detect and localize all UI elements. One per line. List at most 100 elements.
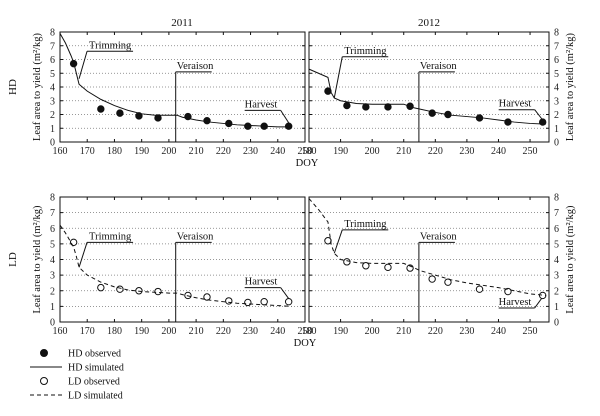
y-tick-label: 5 xyxy=(554,69,559,80)
x-tick-label: 190 xyxy=(333,146,348,157)
annotation-label: Harvest xyxy=(245,277,278,288)
data-point xyxy=(244,122,252,130)
x-tick-label: 220 xyxy=(428,146,443,157)
annotation-label: Veraison xyxy=(177,231,214,242)
panel-title: 2012 xyxy=(418,17,440,29)
y-tick-label: 8 xyxy=(50,193,55,204)
annotation-trimming: Trimming xyxy=(78,40,134,79)
x-tick-label: 210 xyxy=(396,326,411,337)
data-point xyxy=(154,114,162,122)
x-tick-label: 160 xyxy=(53,146,68,157)
panel-4: 180 190 200 210 220 230 240 250 0 1 2 3 4 5 6 7 8 Leaf ar… xyxy=(294,193,576,350)
annotation-veraison: Veraison xyxy=(418,231,457,322)
y-tick-label: 6 xyxy=(50,55,55,66)
x-tick-label: 190 xyxy=(333,326,348,337)
legend-entry: HD observed xyxy=(40,349,121,360)
y-tick-label: 8 xyxy=(554,193,559,204)
row-label: HD xyxy=(7,79,19,95)
y-tick-label: 0 xyxy=(50,318,55,329)
x-tick-label: 180 xyxy=(302,326,317,337)
x-tick-label: 230 xyxy=(459,146,474,157)
x-tick-label: 250 xyxy=(298,326,313,337)
y-tick-label: 4 xyxy=(50,83,55,94)
annotation-veraison: Veraison xyxy=(175,231,214,322)
annotation-leader xyxy=(78,51,88,79)
x-tick-label: 190 xyxy=(134,146,149,157)
data-point xyxy=(428,275,436,283)
x-tick-label: 230 xyxy=(459,326,474,337)
x-tick-label: 200 xyxy=(365,146,380,157)
annotation-veraison: Veraison xyxy=(175,61,214,142)
annotation-label: Trimming xyxy=(344,46,387,57)
data-point xyxy=(475,285,484,293)
y-tick-label: 6 xyxy=(554,224,559,235)
y-tick-label: 3 xyxy=(50,271,55,282)
annotation-leader xyxy=(280,110,290,124)
y-tick-label: 7 xyxy=(554,41,559,52)
x-axis-label: DOY xyxy=(296,158,319,169)
y-tick-label: 0 xyxy=(554,138,559,149)
data-point xyxy=(362,262,370,270)
x-tick-label: 210 xyxy=(396,146,411,157)
x-axis-label: DOY xyxy=(294,338,317,349)
x-tick-label: 250 xyxy=(523,146,538,157)
x-tick-label: 200 xyxy=(161,146,176,157)
data-point xyxy=(203,116,211,125)
x-tick-label: 180 xyxy=(107,146,122,157)
x-tick-label: 180 xyxy=(302,146,317,157)
y-axis-label: Leaf area to yield (m²/kg) xyxy=(565,205,576,314)
y-tick-label: 1 xyxy=(554,124,559,135)
x-tick-label: 240 xyxy=(491,146,506,157)
legend-label: HD observed xyxy=(68,349,121,360)
annotation-leader xyxy=(333,229,343,254)
y-tick-label: 1 xyxy=(554,302,559,313)
x-tick-label: 240 xyxy=(270,146,285,157)
legend-entry: HD simulated xyxy=(30,363,124,374)
x-tick-label: 210 xyxy=(189,326,204,337)
y-tick-label: 4 xyxy=(554,83,559,94)
annotation-leader xyxy=(78,242,88,268)
series-ld-simulated xyxy=(59,224,292,307)
y-axis-label: Leaf area to yield (m²/kg) xyxy=(565,32,576,141)
y-tick-label: 6 xyxy=(50,224,55,235)
y-tick-label: 2 xyxy=(554,110,559,121)
y-tick-label: 3 xyxy=(554,96,559,107)
annotation-label: Trimming xyxy=(89,231,132,242)
annotation-label: Harvest xyxy=(499,297,532,308)
panel-2: 180 190 200 210 220 230 240 250 0 1 2 3 4 5 6 7 8 Leaf ar… xyxy=(302,17,577,157)
row-label: LD xyxy=(7,252,19,267)
data-point xyxy=(116,285,124,293)
annotation-label: Trimming xyxy=(344,219,387,230)
data-point xyxy=(384,263,392,272)
legend-label: HD simulated xyxy=(68,363,124,374)
legend: HD observed HD simulated LD observed LD sim… xyxy=(30,349,124,402)
data-point xyxy=(154,287,162,296)
data-point xyxy=(444,278,452,286)
x-tick-label: 240 xyxy=(491,326,506,337)
legend-entry: LD observed xyxy=(40,377,120,388)
series-line xyxy=(308,198,546,296)
data-point xyxy=(203,293,211,301)
y-axis-label: Leaf area to yield (m²/kg) xyxy=(32,205,43,314)
x-tick-label: 180 xyxy=(107,326,122,337)
x-tick-label: 220 xyxy=(216,326,231,337)
annotation-label: Trimming xyxy=(89,40,132,51)
data-point xyxy=(284,297,293,306)
legend-label: LD simulated xyxy=(68,391,123,402)
x-tick-label: 250 xyxy=(523,326,538,337)
series-hd-simulated xyxy=(59,33,292,128)
x-tick-label: 200 xyxy=(365,326,380,337)
data-point xyxy=(538,291,547,300)
y-tick-label: 7 xyxy=(50,208,55,219)
data-point xyxy=(69,238,78,247)
annotation-leader xyxy=(534,109,544,121)
annotation-label: Harvest xyxy=(499,99,532,110)
data-point xyxy=(504,287,512,296)
y-tick-label: 5 xyxy=(50,239,55,250)
data-point xyxy=(504,118,512,126)
data-point xyxy=(97,105,105,113)
annotation-harvest: Harvest xyxy=(244,277,290,299)
annotation-harvest: Harvest xyxy=(498,99,544,121)
annotation-label: Veraison xyxy=(420,231,457,242)
